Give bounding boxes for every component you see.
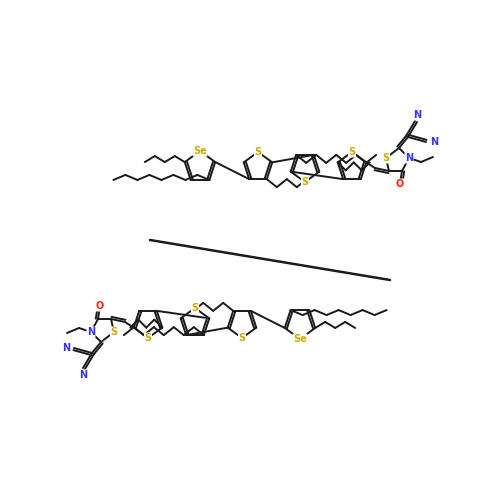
- Text: S: S: [110, 327, 117, 337]
- Text: S: S: [238, 333, 246, 343]
- Text: N: N: [430, 137, 438, 147]
- Text: S: S: [348, 147, 356, 157]
- Text: N: N: [62, 343, 70, 353]
- Text: S: S: [382, 153, 390, 163]
- Text: N: N: [79, 370, 87, 380]
- Text: O: O: [396, 179, 404, 189]
- Text: S: S: [302, 177, 308, 187]
- Text: O: O: [96, 301, 104, 311]
- Text: Se: Se: [293, 334, 307, 344]
- Text: S: S: [254, 147, 262, 157]
- Text: N: N: [405, 153, 413, 163]
- Text: Se: Se: [193, 146, 207, 156]
- Text: N: N: [413, 110, 421, 120]
- Text: S: S: [192, 303, 198, 313]
- Text: N: N: [87, 327, 95, 337]
- Text: S: S: [144, 333, 152, 343]
